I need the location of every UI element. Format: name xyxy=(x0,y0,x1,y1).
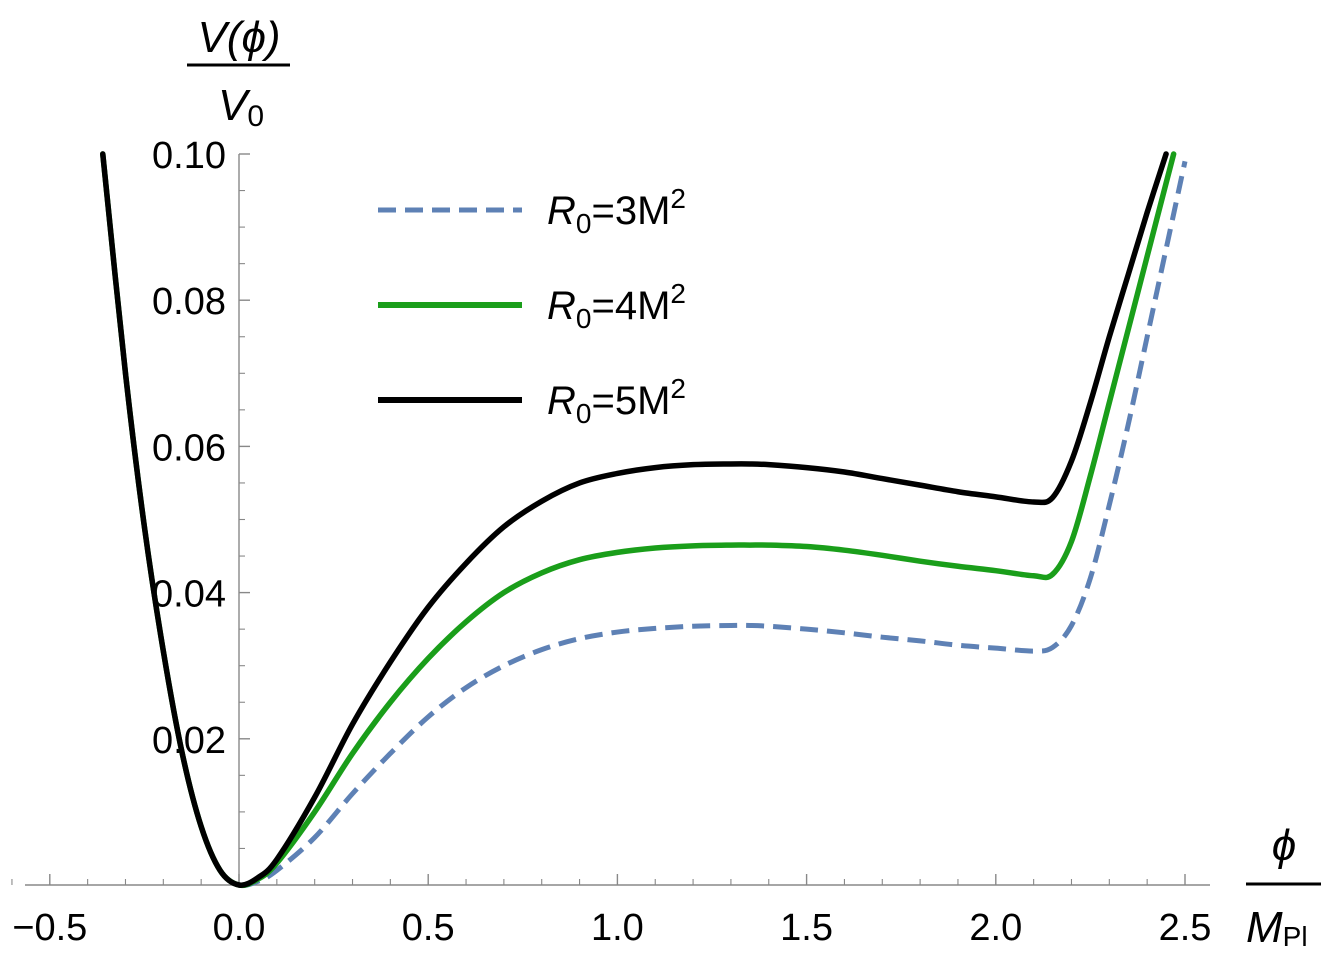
y-tick-label: 0.06 xyxy=(152,427,226,469)
axes: −0.5 0.0 0.5 1.0 1.5 2.0 2.5 0.02 0.04 0.06 0.08 0.… xyxy=(11,135,1212,949)
y-title-numerator: V(ϕ) xyxy=(197,13,280,62)
y-axis-title: V(ϕ) V0 xyxy=(187,13,290,133)
x-tick-label: 0.0 xyxy=(213,907,266,949)
series-line-3 xyxy=(100,151,1169,888)
legend-label-1: R0=3M2 xyxy=(547,183,686,239)
x-title-denominator: MPl xyxy=(1246,903,1308,952)
series-line-1 xyxy=(100,153,1188,889)
x-tick-label: 2.0 xyxy=(969,907,1022,949)
x-tick-label: −0.5 xyxy=(12,907,87,949)
x-tick-label: 2.5 xyxy=(1159,907,1212,949)
x-axis-title: ϕ MPl xyxy=(1246,821,1321,952)
x-title-numerator: ϕ xyxy=(1272,821,1296,870)
x-tick-label: 0.5 xyxy=(402,907,455,949)
y-title-denominator: V0 xyxy=(218,81,264,133)
legend: R0=3M2 R0=4M2 R0=5M2 xyxy=(378,183,686,429)
y-tick-label: 0.04 xyxy=(152,574,226,616)
series-lines xyxy=(100,151,1188,889)
y-tick-label: 0.08 xyxy=(152,281,226,323)
legend-label-3: R0=5M2 xyxy=(547,373,686,429)
x-tick-label: 1.5 xyxy=(780,907,833,949)
x-tick-label: 1.0 xyxy=(591,907,644,949)
series-line-2 xyxy=(100,151,1177,889)
legend-label-2: R0=4M2 xyxy=(547,278,686,334)
y-tick-label: 0.10 xyxy=(152,135,226,177)
y-tick-label: 0.02 xyxy=(152,720,226,762)
